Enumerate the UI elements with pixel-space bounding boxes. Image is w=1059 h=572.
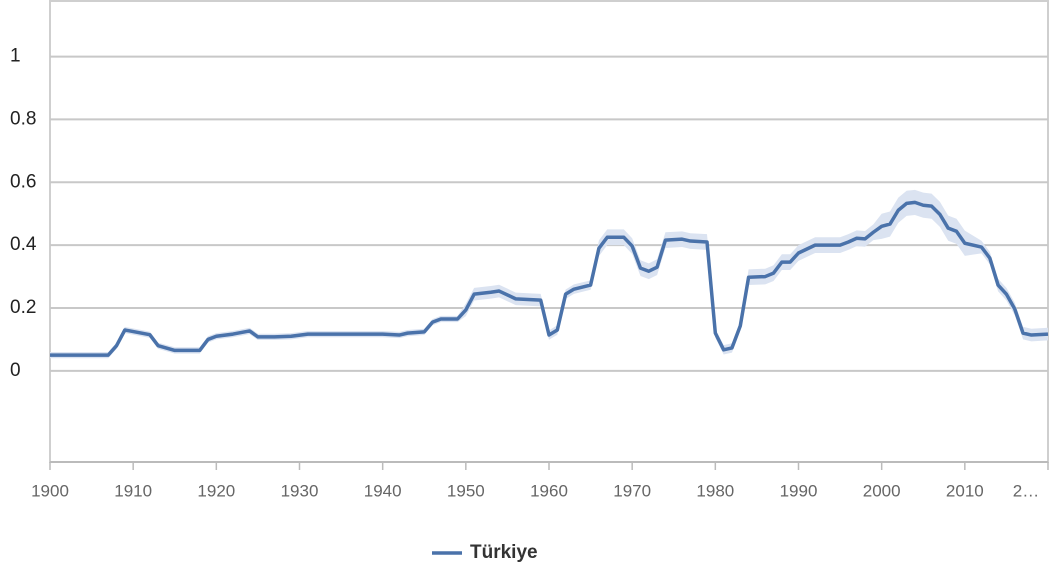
y-tick-label: 0.8 [10, 108, 36, 129]
y-tick-label: 0.6 [10, 171, 36, 192]
x-tick-label: 1910 [114, 481, 152, 500]
x-tick-label: 1970 [613, 481, 651, 500]
line [50, 200, 1049, 357]
x-tick-label: 1960 [530, 481, 568, 500]
x-tick-label: 2… [1013, 481, 1039, 500]
x-tick-label: 1980 [696, 481, 734, 500]
x-tick-label: 1990 [780, 481, 818, 500]
x-tick-label: 1920 [197, 481, 235, 500]
x-tick-label: 1950 [447, 481, 485, 500]
x-tick-label: 1930 [281, 481, 319, 500]
plot-frame [49, 0, 1049, 463]
x-tick-label: 2010 [946, 481, 984, 500]
y-tick-label: 0 [10, 360, 21, 381]
y-tick-label: 0.2 [10, 297, 36, 318]
x-tick-label: 1940 [364, 481, 402, 500]
y-tick-label: 1 [10, 46, 21, 67]
x-tick-label: 2000 [863, 481, 901, 500]
y-tick-label: 0.4 [10, 234, 37, 255]
x-tick-label: 1900 [31, 481, 69, 500]
legend-label: Türkiye [470, 542, 538, 563]
